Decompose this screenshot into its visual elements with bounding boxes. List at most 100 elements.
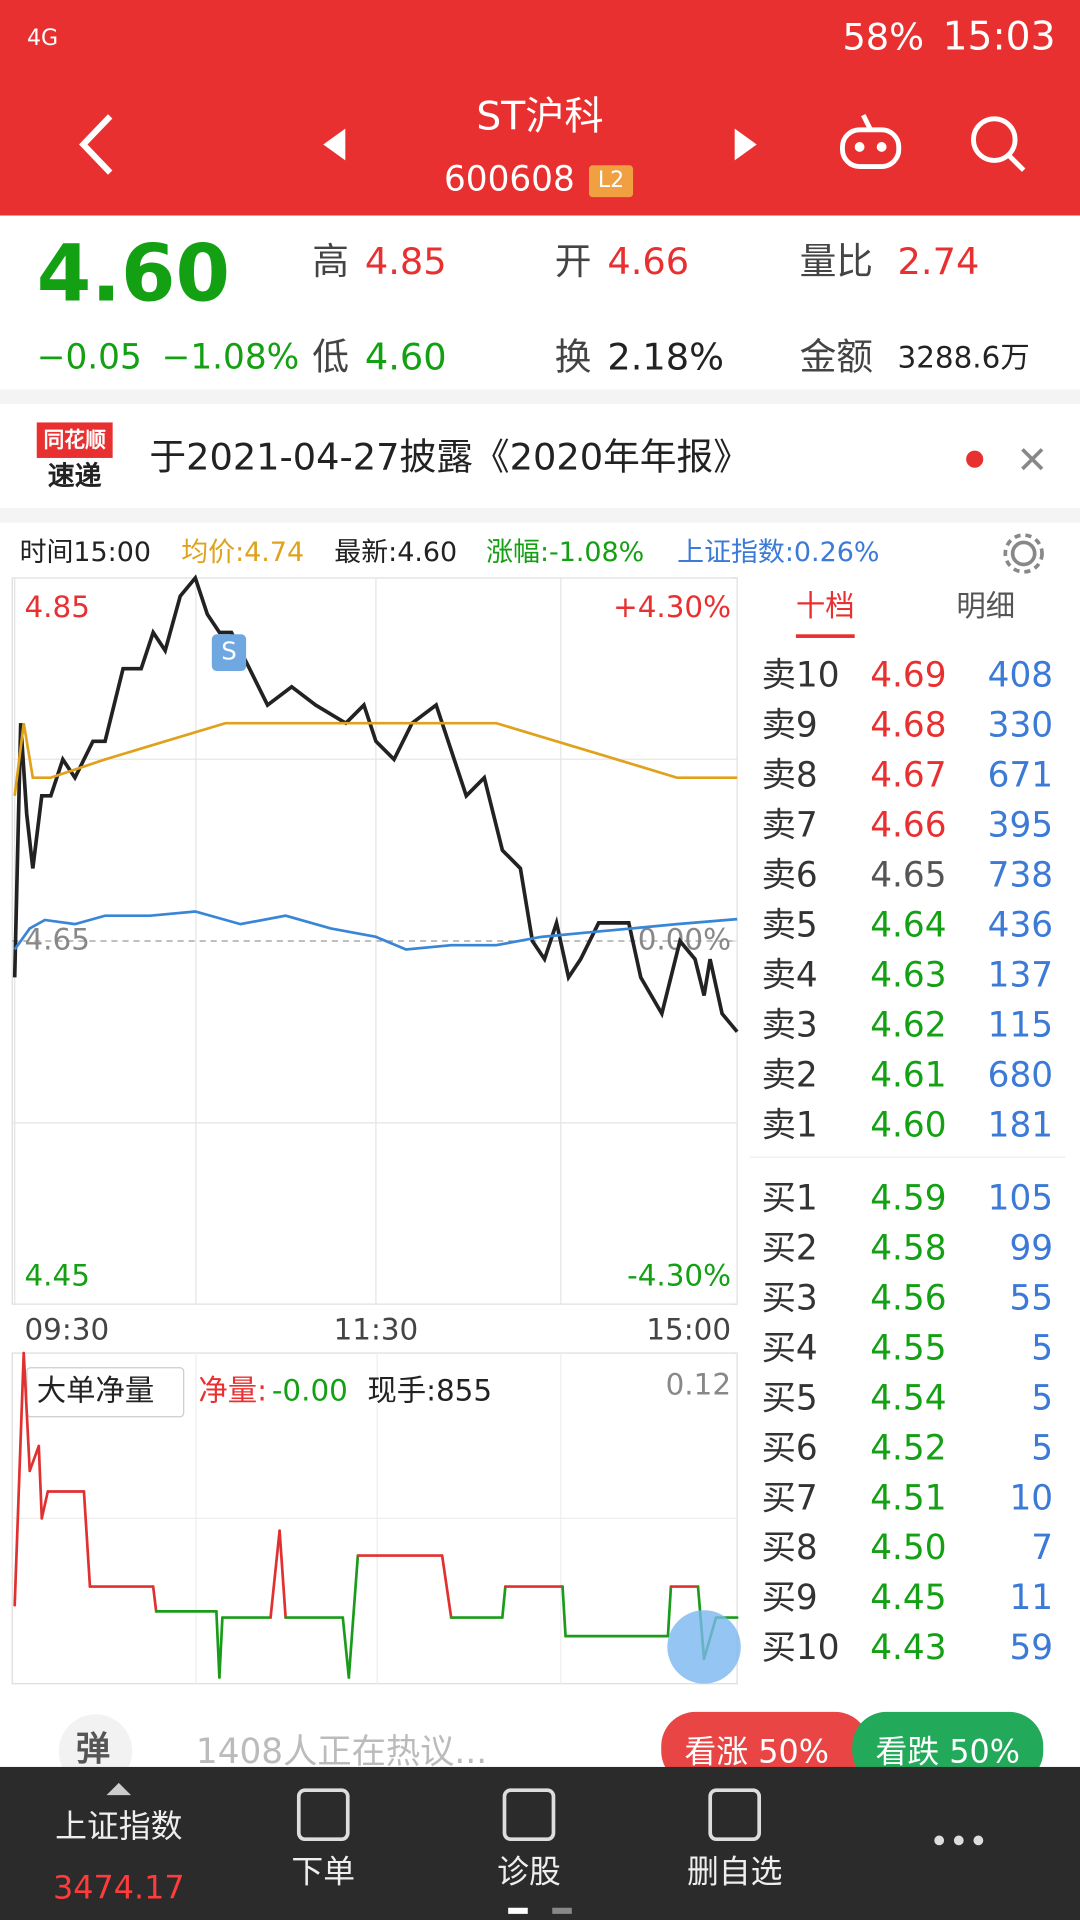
net-line-segment bbox=[347, 1554, 360, 1679]
book-label: 卖5 bbox=[762, 905, 818, 945]
book-volume: 181 bbox=[988, 1105, 1053, 1145]
y-tick-label: 4.85 bbox=[24, 590, 89, 624]
book-label: 卖6 bbox=[762, 855, 818, 895]
page-indicator bbox=[552, 1907, 572, 1914]
book-volume: 680 bbox=[988, 1055, 1053, 1095]
book-label: 卖4 bbox=[762, 955, 818, 995]
book-price: 4.59 bbox=[870, 1179, 946, 1219]
net-line-segment bbox=[22, 1351, 32, 1473]
book-volume: 7 bbox=[1031, 1528, 1053, 1568]
nav-icon[interactable] bbox=[708, 1788, 762, 1842]
signal-marker: S bbox=[221, 637, 237, 666]
book-volume: 59 bbox=[1009, 1628, 1053, 1668]
tab[interactable]: 十档 bbox=[796, 589, 855, 623]
next-stock[interactable] bbox=[734, 128, 757, 161]
news-text[interactable]: 于2021-04-27披露《2020年年报》 bbox=[149, 436, 750, 479]
net-line-segment bbox=[666, 1585, 673, 1638]
book-price: 4.64 bbox=[870, 905, 946, 945]
signal-marker-bg bbox=[211, 634, 247, 672]
y2-tick-label: +4.30% bbox=[613, 590, 731, 624]
book-label: 卖3 bbox=[762, 1005, 818, 1045]
book-price: 4.67 bbox=[870, 756, 946, 796]
book-price: 4.45 bbox=[870, 1578, 946, 1618]
book-volume: 115 bbox=[988, 1005, 1053, 1045]
book-label: 卖8 bbox=[762, 756, 818, 796]
net-value: -0.00 bbox=[272, 1374, 348, 1408]
book-price: 4.62 bbox=[870, 1005, 946, 1045]
book-label: 卖10 bbox=[762, 656, 840, 696]
book-volume: 105 bbox=[988, 1179, 1053, 1219]
more-dot[interactable] bbox=[953, 1835, 964, 1846]
tab[interactable]: 明细 bbox=[956, 589, 1015, 623]
x-tick-label: 09:30 bbox=[24, 1313, 109, 1347]
book-label: 买4 bbox=[762, 1328, 818, 1368]
book-volume: 5 bbox=[1031, 1428, 1053, 1468]
settings-button[interactable] bbox=[1003, 533, 1044, 574]
header-bg bbox=[0, 0, 1080, 216]
net-line-segment bbox=[151, 1585, 158, 1613]
net-line-segment bbox=[341, 1616, 351, 1679]
x-tick-label: 15:00 bbox=[646, 1313, 731, 1347]
net-line-segment bbox=[501, 1585, 507, 1619]
net-line-segment bbox=[82, 1490, 92, 1588]
y-tick-label: 4.65 bbox=[24, 923, 89, 957]
more-dot[interactable] bbox=[973, 1835, 984, 1846]
net-line-segment bbox=[561, 1585, 567, 1638]
last-price: 4.60 bbox=[37, 229, 230, 320]
change-pct: −1.08% bbox=[162, 337, 300, 377]
barrage-badge[interactable]: 弹 bbox=[76, 1730, 110, 1770]
quote-label: 高 bbox=[312, 240, 349, 283]
quote-value: 4.60 bbox=[365, 335, 447, 378]
y-tick-label: 4.45 bbox=[24, 1259, 89, 1293]
search-button[interactable] bbox=[971, 116, 1026, 172]
discussion-text[interactable]: 1408人正在热议... bbox=[196, 1732, 487, 1772]
book-price: 4.58 bbox=[870, 1228, 946, 1268]
quote-label: 金额 bbox=[800, 335, 873, 378]
indicator-label[interactable]: 大单净量 bbox=[37, 1374, 155, 1408]
net-line-segment bbox=[13, 1351, 26, 1607]
book-volume: 408 bbox=[988, 656, 1053, 696]
logo-text: 同花顺 bbox=[43, 428, 106, 452]
book-volume: 5 bbox=[1031, 1378, 1053, 1418]
nav-icon[interactable] bbox=[502, 1788, 556, 1842]
net-line-segment bbox=[440, 1554, 453, 1619]
book-label: 买8 bbox=[762, 1528, 818, 1568]
nav-label[interactable]: 诊股 bbox=[497, 1852, 561, 1890]
book-volume: 671 bbox=[988, 756, 1053, 796]
nav-label[interactable]: 上证指数 bbox=[55, 1807, 182, 1845]
book-label: 卖7 bbox=[762, 806, 818, 846]
book-price: 4.51 bbox=[870, 1478, 946, 1518]
book-volume: 55 bbox=[1009, 1278, 1053, 1318]
back-button[interactable] bbox=[79, 114, 113, 175]
book-volume: 738 bbox=[988, 855, 1053, 895]
robot-button[interactable] bbox=[840, 114, 902, 169]
stock-name: ST沪科 bbox=[476, 94, 603, 139]
y2-tick-label: 0.00% bbox=[638, 923, 731, 957]
book-volume: 330 bbox=[988, 706, 1053, 746]
news-close[interactable] bbox=[1021, 448, 1044, 471]
book-price: 4.56 bbox=[870, 1278, 946, 1318]
chart-frame bbox=[11, 577, 738, 1305]
book-label: 卖2 bbox=[762, 1055, 818, 1095]
news-logo bbox=[36, 422, 113, 458]
nav-bg bbox=[0, 1766, 1080, 1920]
book-price: 4.52 bbox=[870, 1428, 946, 1468]
more-dot[interactable] bbox=[934, 1835, 945, 1846]
nav-icon[interactable] bbox=[296, 1788, 350, 1842]
quote-value: 3288.6万 bbox=[898, 340, 1030, 374]
price-line bbox=[13, 721, 738, 796]
nav-label[interactable]: 删自选 bbox=[687, 1852, 783, 1890]
net-line-segment bbox=[218, 1616, 224, 1679]
y-tick-label: 0.12 bbox=[666, 1368, 731, 1402]
nav-arrow bbox=[106, 1782, 132, 1796]
book-price: 4.60 bbox=[870, 1105, 946, 1145]
nav-label[interactable]: 下单 bbox=[291, 1852, 355, 1890]
float-button[interactable] bbox=[667, 1610, 741, 1684]
quote-value: 4.66 bbox=[607, 240, 689, 283]
divider bbox=[0, 508, 1080, 523]
book-volume: 10 bbox=[1009, 1478, 1053, 1518]
book-label: 买5 bbox=[762, 1378, 818, 1418]
prev-stock[interactable] bbox=[323, 128, 346, 161]
